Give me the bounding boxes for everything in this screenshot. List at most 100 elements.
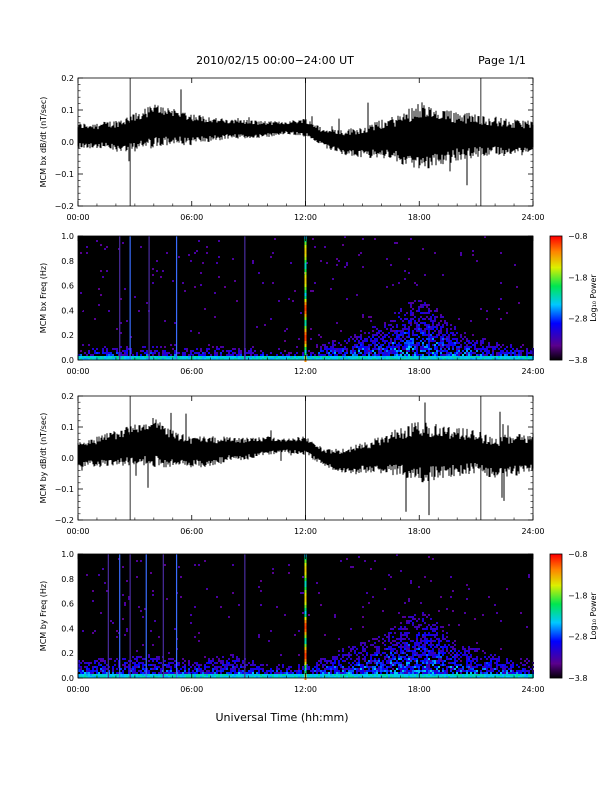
spectrogram-cell <box>434 352 436 354</box>
spectrogram-cell <box>388 660 390 662</box>
spectrogram-cell <box>390 338 392 340</box>
spectrogram-cell <box>366 674 368 676</box>
spectrogram-cell <box>182 658 184 660</box>
spectrogram-cell <box>426 666 428 668</box>
spectrogram-cell <box>418 646 420 648</box>
colorbar-band <box>550 236 562 238</box>
spectrogram-cell <box>480 658 482 660</box>
spectrogram-burst <box>304 332 307 335</box>
spectrogram-cell <box>86 666 88 668</box>
spectrogram-cell <box>216 656 218 658</box>
spectrogram-cell <box>132 668 134 670</box>
spectrogram-cell <box>402 324 404 326</box>
spectrogram-cell <box>454 650 456 652</box>
spectrogram-cell <box>344 670 346 672</box>
colorbar-band <box>550 674 562 676</box>
spectrogram-cell <box>424 636 426 638</box>
spectrogram-cell <box>306 668 308 670</box>
spectrogram-cell <box>350 336 352 338</box>
spectrogram-cell <box>170 662 172 664</box>
spectrogram-cell <box>446 674 448 676</box>
spectrogram-cell <box>398 354 400 356</box>
spectrogram-cell <box>414 648 416 650</box>
spectrogram-cell <box>402 616 404 618</box>
spectrogram-cell <box>422 636 424 638</box>
spectrogram-cell <box>104 346 106 348</box>
spectrogram-cell <box>100 658 102 660</box>
spectrogram-cell <box>436 334 438 336</box>
spectrogram-cell <box>412 314 414 316</box>
spectrogram-cell <box>500 282 502 284</box>
spectrogram-cell <box>344 358 346 360</box>
spectrogram-cell <box>100 676 102 678</box>
spectrogram-cell <box>168 356 170 358</box>
spectrogram-cell <box>426 628 428 630</box>
colorbar-band <box>550 299 562 301</box>
spectrogram-burst <box>304 293 307 296</box>
spectrogram-cell <box>78 664 80 666</box>
spectrogram-cell <box>418 644 420 646</box>
spectrogram-cell <box>486 318 488 320</box>
spectrogram-cell <box>520 672 522 674</box>
spectrogram-cell <box>410 658 412 660</box>
spectrogram-cell <box>370 568 372 570</box>
spectrogram-cell <box>138 664 140 666</box>
spectrogram-cell <box>352 356 354 358</box>
spectrogram-cell <box>388 646 390 648</box>
spectrogram-cell <box>118 358 120 360</box>
x-tick-label: 06:00 <box>180 527 203 536</box>
spectrogram-cell <box>396 336 398 338</box>
spectrogram-cell <box>468 342 470 344</box>
spectrogram-cell <box>328 676 330 678</box>
spectrogram-cell <box>362 346 364 348</box>
spectrogram-cell <box>386 656 388 658</box>
spectrogram-cell <box>150 664 152 666</box>
colorbar-band <box>550 649 562 651</box>
spectrogram-cell <box>450 676 452 678</box>
spectrogram-cell <box>502 664 504 666</box>
spectrogram-cell <box>466 676 468 678</box>
spectrogram-cell <box>432 654 434 656</box>
spectrogram-cell <box>480 308 482 310</box>
colorbar-band <box>550 247 562 249</box>
colorbar-band <box>550 605 562 607</box>
spectrogram-cell <box>372 326 374 328</box>
spectrogram-cell <box>180 674 182 676</box>
spectrogram-cell <box>408 670 410 672</box>
spectrogram-cell <box>276 670 278 672</box>
spectrogram-cell <box>506 312 508 314</box>
spectrogram-cell <box>464 356 466 358</box>
spectrogram-cell <box>106 354 108 356</box>
spectrogram-cell <box>290 672 292 674</box>
spectrogram-cell <box>202 262 204 264</box>
spectrogram-cell <box>204 674 206 676</box>
spectrogram-cell <box>472 334 474 336</box>
spectrogram-cell <box>102 660 104 662</box>
spectrogram-cell <box>170 666 172 668</box>
spectrogram-cell <box>100 674 102 676</box>
spectrogram-cell <box>420 660 422 662</box>
spectrogram-cell <box>414 618 416 620</box>
spectrogram-cell <box>326 352 328 354</box>
spectrogram-cell <box>414 674 416 676</box>
spectrogram-cell <box>110 354 112 356</box>
spectrogram-cell <box>468 652 470 654</box>
spectrogram-cell <box>190 330 192 332</box>
spectrogram-cell <box>200 664 202 666</box>
spectrogram-cell <box>432 340 434 342</box>
spectrogram-cell <box>498 358 500 360</box>
spectrogram-cell <box>336 322 338 324</box>
spectrogram-cell <box>184 668 186 670</box>
spectrogram-cell <box>236 656 238 658</box>
spectrogram-cell <box>356 658 358 660</box>
spectrogram-cell <box>310 674 312 676</box>
spectrogram-cell <box>232 654 234 656</box>
spectrogram-cell <box>312 238 314 240</box>
spectrogram-cell <box>250 354 252 356</box>
spectrogram-cell <box>270 630 272 632</box>
spectrogram-cell <box>388 636 390 638</box>
spectrogram-cell <box>430 670 432 672</box>
spectrogram-cell <box>490 660 492 662</box>
spectrogram-cell <box>442 354 444 356</box>
spectrogram-cell <box>158 672 160 674</box>
